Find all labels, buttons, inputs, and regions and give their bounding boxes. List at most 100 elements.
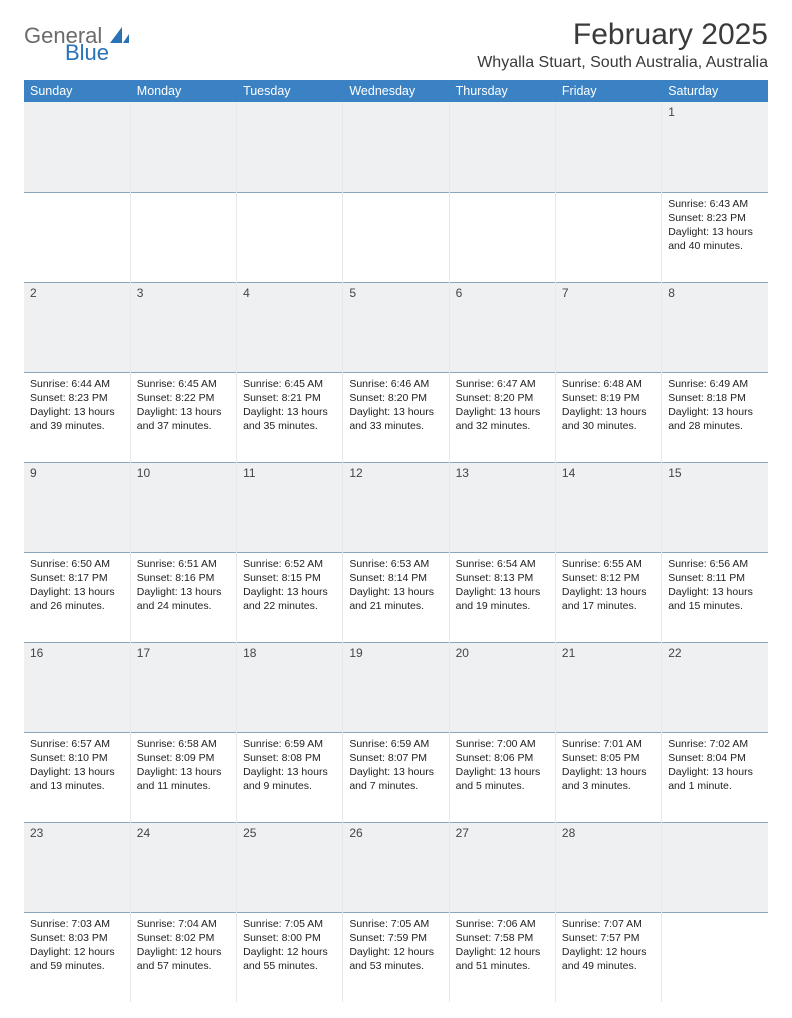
day-number-cell: 6 bbox=[449, 282, 555, 372]
day-details: Sunrise: 6:55 AMSunset: 8:12 PMDaylight:… bbox=[562, 557, 655, 614]
day-cell bbox=[449, 192, 555, 282]
day-details: Sunrise: 6:53 AMSunset: 8:14 PMDaylight:… bbox=[349, 557, 442, 614]
day-number-cell: 8 bbox=[662, 282, 768, 372]
day-details: Sunrise: 6:43 AMSunset: 8:23 PMDaylight:… bbox=[668, 197, 762, 254]
day-number: 13 bbox=[456, 466, 469, 480]
day-number: 9 bbox=[30, 466, 37, 480]
daynum-row: 23 4 567 8 bbox=[24, 282, 768, 372]
day-number: 28 bbox=[562, 826, 575, 840]
day-cell: Sunrise: 7:01 AMSunset: 8:05 PMDaylight:… bbox=[555, 732, 661, 822]
day-number: 3 bbox=[137, 286, 144, 300]
day-details: Sunrise: 6:46 AMSunset: 8:20 PMDaylight:… bbox=[349, 377, 442, 434]
day-number-cell bbox=[343, 102, 449, 192]
day-details: Sunrise: 6:44 AMSunset: 8:23 PMDaylight:… bbox=[30, 377, 124, 434]
day-number: 1 bbox=[668, 105, 675, 119]
month-title: February 2025 bbox=[477, 18, 768, 52]
header: General Blue February 2025 Whyalla Stuar… bbox=[24, 18, 768, 72]
logo: General Blue bbox=[24, 18, 131, 64]
day-details: Sunrise: 7:04 AMSunset: 8:02 PMDaylight:… bbox=[137, 917, 230, 974]
day-number: 4 bbox=[243, 286, 250, 300]
day-number: 12 bbox=[349, 466, 362, 480]
weekday-header: Monday bbox=[130, 80, 236, 102]
day-cell: Sunrise: 7:05 AMSunset: 8:00 PMDaylight:… bbox=[237, 912, 343, 1002]
day-cell: Sunrise: 6:45 AMSunset: 8:21 PMDaylight:… bbox=[237, 372, 343, 462]
day-number-cell: 4 bbox=[237, 282, 343, 372]
week-row: Sunrise: 6:44 AMSunset: 8:23 PMDaylight:… bbox=[24, 372, 768, 462]
daynum-row: 232425262728 bbox=[24, 822, 768, 912]
calendar-page: General Blue February 2025 Whyalla Stuar… bbox=[0, 0, 792, 1018]
day-number-cell: 18 bbox=[237, 642, 343, 732]
day-number: 15 bbox=[668, 466, 681, 480]
day-cell: Sunrise: 6:52 AMSunset: 8:15 PMDaylight:… bbox=[237, 552, 343, 642]
day-number: 25 bbox=[243, 826, 256, 840]
day-number-cell: 1 bbox=[662, 102, 768, 192]
day-number: 7 bbox=[562, 286, 569, 300]
day-details: Sunrise: 6:51 AMSunset: 8:16 PMDaylight:… bbox=[137, 557, 230, 614]
day-cell: Sunrise: 6:43 AMSunset: 8:23 PMDaylight:… bbox=[662, 192, 768, 282]
day-details: Sunrise: 6:56 AMSunset: 8:11 PMDaylight:… bbox=[668, 557, 762, 614]
week-row: Sunrise: 6:50 AMSunset: 8:17 PMDaylight:… bbox=[24, 552, 768, 642]
logo-text-bottom: Blue bbox=[65, 41, 131, 64]
day-number-cell: 20 bbox=[449, 642, 555, 732]
day-cell bbox=[343, 192, 449, 282]
day-details: Sunrise: 6:54 AMSunset: 8:13 PMDaylight:… bbox=[456, 557, 549, 614]
day-cell: Sunrise: 7:02 AMSunset: 8:04 PMDaylight:… bbox=[662, 732, 768, 822]
day-number: 8 bbox=[668, 286, 675, 300]
day-number-cell bbox=[237, 102, 343, 192]
day-number: 20 bbox=[456, 646, 469, 660]
day-number-cell: 9 bbox=[24, 462, 130, 552]
day-cell bbox=[24, 192, 130, 282]
day-cell: Sunrise: 6:47 AMSunset: 8:20 PMDaylight:… bbox=[449, 372, 555, 462]
day-details: Sunrise: 7:01 AMSunset: 8:05 PMDaylight:… bbox=[562, 737, 655, 794]
day-details: Sunrise: 7:05 AMSunset: 7:59 PMDaylight:… bbox=[349, 917, 442, 974]
day-number-cell bbox=[449, 102, 555, 192]
calendar-body: 1 Sunrise: 6:43 AMSunset: 8:23 PMDaylight… bbox=[24, 102, 768, 1002]
day-number: 23 bbox=[30, 826, 43, 840]
day-cell: Sunrise: 6:56 AMSunset: 8:11 PMDaylight:… bbox=[662, 552, 768, 642]
title-block: February 2025 Whyalla Stuart, South Aust… bbox=[477, 18, 768, 72]
day-details: Sunrise: 6:57 AMSunset: 8:10 PMDaylight:… bbox=[30, 737, 124, 794]
weekday-header: Tuesday bbox=[237, 80, 343, 102]
day-number: 19 bbox=[349, 646, 362, 660]
day-number-cell: 10 bbox=[130, 462, 236, 552]
day-number: 16 bbox=[30, 646, 43, 660]
day-number: 10 bbox=[137, 466, 150, 480]
day-cell: Sunrise: 6:46 AMSunset: 8:20 PMDaylight:… bbox=[343, 372, 449, 462]
day-cell: Sunrise: 7:07 AMSunset: 7:57 PMDaylight:… bbox=[555, 912, 661, 1002]
calendar-table: SundayMondayTuesdayWednesdayThursdayFrid… bbox=[24, 80, 768, 1002]
day-number-cell: 13 bbox=[449, 462, 555, 552]
day-details: Sunrise: 6:45 AMSunset: 8:21 PMDaylight:… bbox=[243, 377, 336, 434]
day-number-cell bbox=[130, 102, 236, 192]
day-cell: Sunrise: 6:53 AMSunset: 8:14 PMDaylight:… bbox=[343, 552, 449, 642]
day-cell: Sunrise: 6:44 AMSunset: 8:23 PMDaylight:… bbox=[24, 372, 130, 462]
day-details: Sunrise: 6:48 AMSunset: 8:19 PMDaylight:… bbox=[562, 377, 655, 434]
day-number-cell: 3 bbox=[130, 282, 236, 372]
day-number-cell: 2 bbox=[24, 282, 130, 372]
weekday-header: Thursday bbox=[449, 80, 555, 102]
day-details: Sunrise: 7:07 AMSunset: 7:57 PMDaylight:… bbox=[562, 917, 655, 974]
weekday-header: Sunday bbox=[24, 80, 130, 102]
location: Whyalla Stuart, South Australia, Austral… bbox=[477, 54, 768, 72]
daynum-row: 9 10 11 12 13 14 15 bbox=[24, 462, 768, 552]
day-details: Sunrise: 7:05 AMSunset: 8:00 PMDaylight:… bbox=[243, 917, 336, 974]
day-details: Sunrise: 6:50 AMSunset: 8:17 PMDaylight:… bbox=[30, 557, 124, 614]
day-number: 26 bbox=[349, 826, 362, 840]
day-details: Sunrise: 7:03 AMSunset: 8:03 PMDaylight:… bbox=[30, 917, 124, 974]
day-cell: Sunrise: 6:55 AMSunset: 8:12 PMDaylight:… bbox=[555, 552, 661, 642]
day-number: 27 bbox=[456, 826, 469, 840]
day-number-cell: 17 bbox=[130, 642, 236, 732]
day-cell: Sunrise: 7:06 AMSunset: 7:58 PMDaylight:… bbox=[449, 912, 555, 1002]
day-details: Sunrise: 7:02 AMSunset: 8:04 PMDaylight:… bbox=[668, 737, 762, 794]
day-number-cell bbox=[555, 102, 661, 192]
day-cell: Sunrise: 7:03 AMSunset: 8:03 PMDaylight:… bbox=[24, 912, 130, 1002]
day-number: 11 bbox=[243, 466, 255, 480]
day-number-cell: 7 bbox=[555, 282, 661, 372]
day-cell: Sunrise: 6:58 AMSunset: 8:09 PMDaylight:… bbox=[130, 732, 236, 822]
day-number: 14 bbox=[562, 466, 575, 480]
day-details: Sunrise: 7:00 AMSunset: 8:06 PMDaylight:… bbox=[456, 737, 549, 794]
day-number-cell: 28 bbox=[555, 822, 661, 912]
day-cell: Sunrise: 7:00 AMSunset: 8:06 PMDaylight:… bbox=[449, 732, 555, 822]
day-cell: Sunrise: 6:45 AMSunset: 8:22 PMDaylight:… bbox=[130, 372, 236, 462]
day-number-cell: 12 bbox=[343, 462, 449, 552]
day-number-cell: 5 bbox=[343, 282, 449, 372]
